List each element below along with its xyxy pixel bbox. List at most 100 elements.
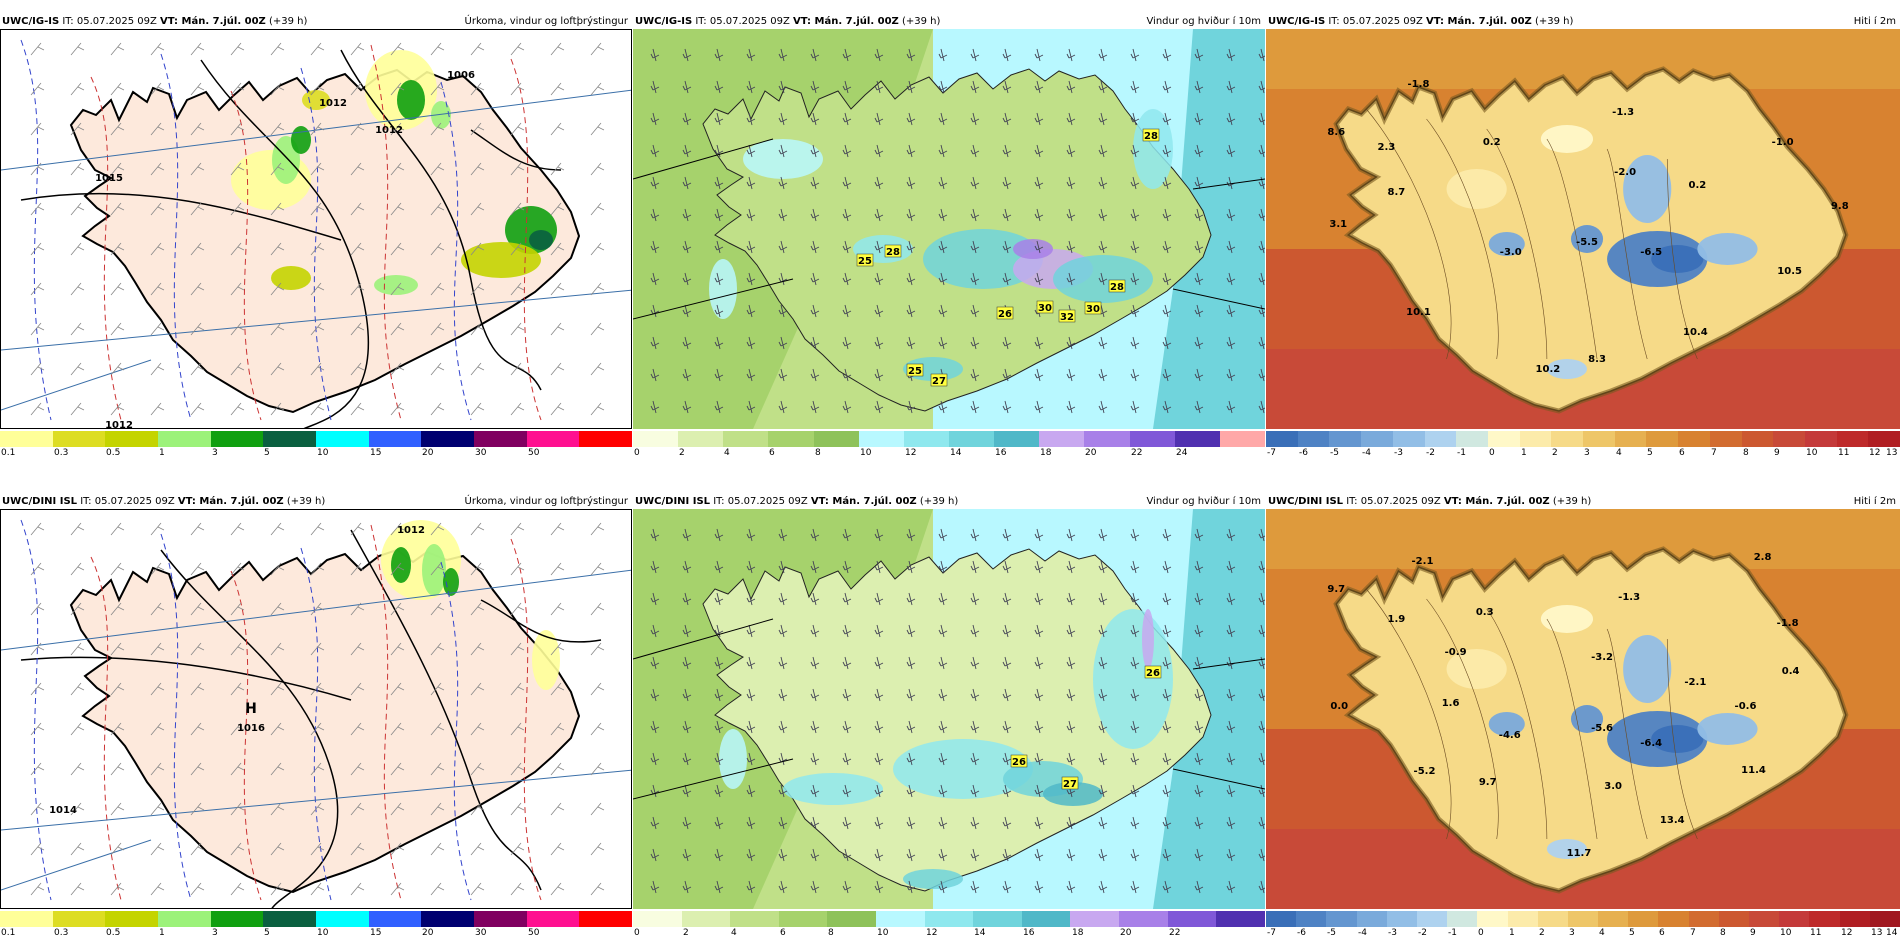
colorbar-tick: -2 <box>1418 928 1427 938</box>
panel-igis-temp: UWC/IG-IS IT: 05.07.2025 09Z VT: Mán. 7.… <box>1266 15 1900 465</box>
colorbar-tick: 3 <box>1569 928 1575 938</box>
map-value-label: 2.8 <box>1754 552 1772 563</box>
colorbar-tick: 2 <box>679 448 685 458</box>
colorbar-swatch <box>1628 911 1659 927</box>
colorbar-tick: 0.5 <box>106 928 121 938</box>
colorbar-swatch <box>1583 431 1615 447</box>
panel-title: UWC/IG-IS IT: 05.07.2025 09Z VT: Mán. 7.… <box>1266 15 1900 29</box>
colorbar-tick: 4 <box>724 448 730 458</box>
colorbar-swatch <box>1386 911 1417 927</box>
colorbar-tick: 1 <box>1521 448 1527 458</box>
model-name: UWC/IG-IS <box>1268 16 1326 27</box>
colorbar-tick: 1 <box>1509 928 1515 938</box>
colorbar <box>633 911 1265 927</box>
map-area: 28 28 25 26 30 32 30 28 25 27 <box>633 29 1265 429</box>
map-label: 25 <box>906 363 924 377</box>
colorbar-tick: 10 <box>1780 928 1792 938</box>
map-value-label: 9.7 <box>1327 584 1345 595</box>
colorbar-tick: -7 <box>1267 928 1276 938</box>
map-label: 8.6 <box>1327 127 1345 138</box>
init-time: IT: 05.07.2025 09Z <box>77 496 178 507</box>
colorbar-swatch <box>158 911 211 927</box>
colorbar-tick: 14 <box>974 928 986 938</box>
map-label: 0.4 <box>1782 666 1800 677</box>
map-value-label: 28 <box>1144 131 1158 142</box>
colorbar-tick: -4 <box>1362 448 1371 458</box>
colorbar-tick: 3 <box>212 928 218 938</box>
colorbar-tick: 16 <box>1023 928 1035 938</box>
colorbar-tick: 9 <box>1774 448 1780 458</box>
map-value-label: 1012 <box>105 420 133 429</box>
map-label: 2.8 <box>1754 552 1772 563</box>
map-value-label: H <box>245 701 257 717</box>
colorbar-swatch <box>1329 431 1362 447</box>
colorbar-tick: 10 <box>860 448 872 458</box>
colorbar-tick: 20 <box>1085 448 1097 458</box>
colorbar-swatch <box>778 911 828 927</box>
colorbar-swatch <box>1688 911 1719 927</box>
field-name: Vindur og hviður í 10m <box>1146 496 1261 507</box>
colorbar-swatch <box>52 911 106 927</box>
colorbar-swatch <box>210 431 264 447</box>
colorbar-tick: 4 <box>1599 928 1605 938</box>
colorbar-swatch <box>1773 431 1805 447</box>
colorbar-tick: 10 <box>317 448 329 458</box>
map-value-label: 25 <box>858 256 872 267</box>
colorbar-swatch <box>421 911 475 927</box>
map-label: 1015 <box>95 173 123 184</box>
colorbar-swatch <box>1296 911 1327 927</box>
colorbar-tick: 11 <box>1838 448 1850 458</box>
colorbar-swatch <box>633 431 679 447</box>
valid-time: VT: Mán. 7.júl. 00Z <box>1443 496 1550 507</box>
colorbar-swatch <box>1447 911 1478 927</box>
map-label: 13.4 <box>1660 815 1685 826</box>
map-label: 27 <box>1061 776 1079 790</box>
panel-igis-precip: UWC/IG-IS IT: 05.07.2025 09Z VT: Mán. 7.… <box>0 15 633 465</box>
colorbar-swatch <box>1297 431 1330 447</box>
panel-title: UWC/DINI ISL IT: 05.07.2025 09Z VT: Mán.… <box>1266 495 1900 509</box>
map-value-label: -4.6 <box>1499 730 1521 741</box>
map-label: 11.4 <box>1741 765 1766 776</box>
map-value-label: 1014 <box>49 805 77 816</box>
map-value-label: 1006 <box>447 70 475 81</box>
run-info: UWC/IG-IS IT: 05.07.2025 09Z VT: Mán. 7.… <box>2 15 307 29</box>
colorbar-tick: -4 <box>1358 928 1367 938</box>
colorbar-tick: 30 <box>475 448 487 458</box>
map-value-label: -1.8 <box>1408 79 1430 90</box>
map-value-label: 1.9 <box>1388 614 1406 625</box>
map-area: -2.1 2.8 9.7 1.9 0.3 -1.3 -1.8 -0.9 -3.2 0.0 1.6 -2… <box>1266 509 1900 909</box>
colorbar-swatch <box>1021 911 1071 927</box>
colorbar-swatch <box>1084 431 1130 447</box>
colorbar-tick: 30 <box>475 928 487 938</box>
colorbar-tick: 18 <box>1072 928 1084 938</box>
map-area: H 1016 1012 1014 <box>0 509 632 909</box>
map-label: 10.2 <box>1536 364 1561 375</box>
map-label: -0.6 <box>1735 701 1757 712</box>
colorbar-swatch <box>526 911 580 927</box>
colorbar-swatch <box>1869 911 1900 927</box>
lead-time: (+39 h) <box>283 496 326 507</box>
map-value-label: 30 <box>1038 303 1052 314</box>
colorbar-tick: 16 <box>995 448 1007 458</box>
map-label: 1006 <box>447 70 475 81</box>
colorbar <box>1266 911 1900 927</box>
colorbar-swatch <box>1416 911 1448 927</box>
map-value-label: -5.5 <box>1576 237 1598 248</box>
map-label: 1012 <box>319 98 347 109</box>
map-value-label: 1016 <box>237 723 265 734</box>
map-label: 10.4 <box>1683 327 1708 338</box>
colorbar-tick: 1 <box>159 928 165 938</box>
map-value-label: 26 <box>1012 757 1026 768</box>
map-label: 26 <box>996 306 1014 320</box>
colorbar <box>1266 431 1900 447</box>
valid-time: VT: Mán. 7.júl. 00Z <box>160 16 266 27</box>
map-value-label: 9.8 <box>1831 201 1849 212</box>
colorbar-swatch <box>1567 911 1599 927</box>
map-svg: -1.8 8.6 2.3 8.7 3.1 0.2 -1.3 -2.0 0.2 -1.0 9.8 -3.… <box>1266 29 1900 429</box>
colorbar-tick: 12 <box>1869 448 1881 458</box>
map-label: 8.7 <box>1388 187 1406 198</box>
colorbar-swatch <box>316 911 369 927</box>
map-label: 30 <box>1084 301 1102 315</box>
map-value-label: 11.4 <box>1741 765 1766 776</box>
colorbar-tick: 6 <box>780 928 786 938</box>
